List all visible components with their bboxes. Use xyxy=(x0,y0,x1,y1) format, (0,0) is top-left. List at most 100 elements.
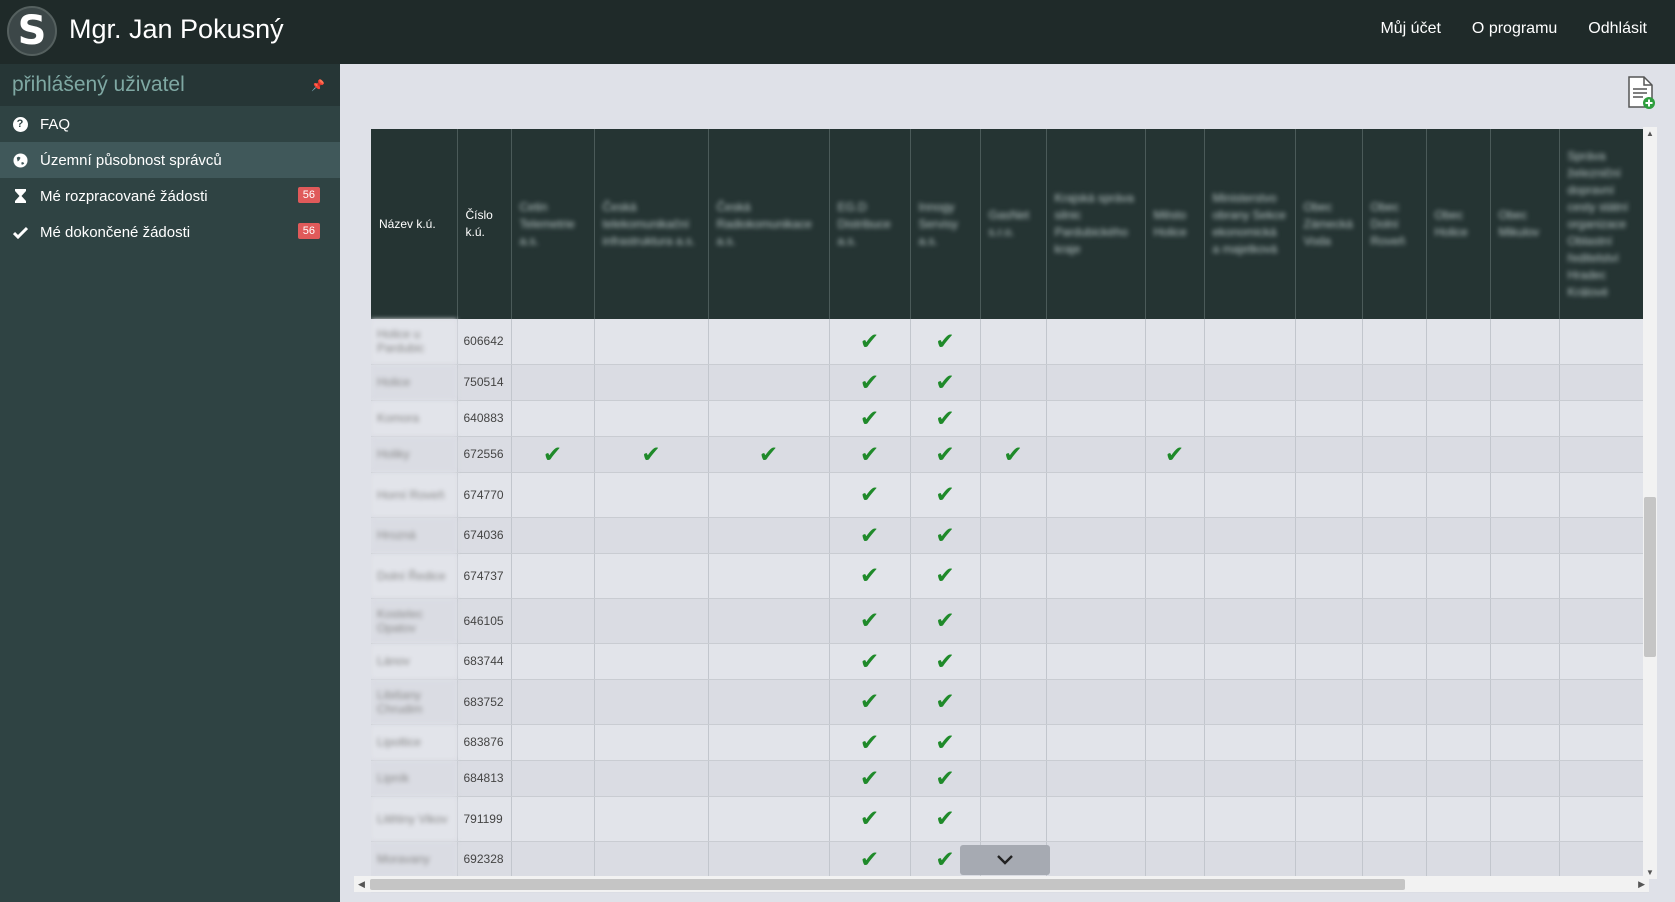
empty-cell xyxy=(594,472,709,518)
checkmark-icon: ✔ xyxy=(708,436,830,473)
empty-cell xyxy=(511,643,595,680)
scroll-down-arrow-icon[interactable]: ▼ xyxy=(1646,868,1654,877)
permissions-table: Název k.ú. Číslo k.ú. Cetin Telemetrie a.s… xyxy=(371,129,1649,878)
app-logo[interactable]: S xyxy=(7,6,57,56)
sidebar-item-dokoncene[interactable]: Mé dokončené žádosti 56 xyxy=(0,214,340,250)
sidebar-item-rozpracovane[interactable]: Mé rozpracované žádosti 56 xyxy=(0,178,340,214)
empty-cell xyxy=(1295,679,1363,725)
table-row[interactable]: Libišany Chrudim 683752 ✔ ✔ xyxy=(371,679,1649,725)
cadastral-code-cell: 674036 xyxy=(457,517,512,554)
empty-cell xyxy=(594,364,709,401)
empty-cell xyxy=(1046,319,1146,365)
empty-cell xyxy=(511,472,595,518)
empty-cell xyxy=(1145,400,1205,437)
column-header-label: EG.D Distribuce a.s. xyxy=(837,199,891,248)
vertical-scrollbar[interactable]: ▲ ▼ xyxy=(1643,127,1657,879)
empty-cell xyxy=(1145,319,1205,365)
sidebar-item-label: Mé rozpracované žádosti xyxy=(40,187,208,205)
checkmark-icon: ✔ xyxy=(829,436,911,473)
sidebar-item-faq[interactable]: ? FAQ xyxy=(0,106,340,142)
empty-cell xyxy=(594,553,709,599)
my-account-link[interactable]: Můj účet xyxy=(1380,20,1441,37)
empty-cell xyxy=(708,400,830,437)
checkmark-icon: ✔ xyxy=(829,796,911,842)
pin-icon[interactable]: 📌 xyxy=(311,79,325,92)
cadastral-name-cell: Lipoltice xyxy=(371,724,458,761)
logout-link[interactable]: Odhlásit xyxy=(1588,20,1647,37)
column-header-label: Obec Zámecká Voda xyxy=(1303,199,1353,248)
empty-cell xyxy=(511,400,595,437)
empty-cell xyxy=(1204,472,1296,518)
empty-cell xyxy=(980,796,1047,842)
checkmark-icon: ✔ xyxy=(980,436,1047,473)
empty-cell xyxy=(594,760,709,797)
empty-cell xyxy=(1295,553,1363,599)
checkmark-icon: ✔ xyxy=(910,472,981,518)
empty-cell xyxy=(1559,679,1649,725)
empty-cell xyxy=(511,517,595,554)
check-icon xyxy=(12,224,28,240)
table-row[interactable]: Hrozná 674036 ✔ ✔ xyxy=(371,517,1649,554)
empty-cell xyxy=(1362,796,1427,842)
add-document-icon[interactable] xyxy=(1627,76,1655,110)
table-row[interactable]: Litětiny Vikov 791199 ✔ ✔ xyxy=(371,796,1649,842)
empty-cell xyxy=(1295,796,1363,842)
table-row[interactable]: Kostelec Opatov 646105 ✔ ✔ xyxy=(371,598,1649,644)
empty-cell xyxy=(1362,436,1427,473)
scroll-up-arrow-icon[interactable]: ▲ xyxy=(1646,129,1654,138)
checkmark-icon: ✔ xyxy=(829,679,911,725)
scroll-down-button[interactable] xyxy=(960,845,1050,875)
cadastral-code-cell: 684813 xyxy=(457,760,512,797)
table-row[interactable]: Komora 640883 ✔ ✔ xyxy=(371,400,1649,437)
table-header-row: Název k.ú. Číslo k.ú. Cetin Telemetrie a.s… xyxy=(371,129,1649,319)
about-link[interactable]: O programu xyxy=(1471,20,1558,37)
empty-cell xyxy=(1295,436,1363,473)
empty-cell xyxy=(1295,364,1363,401)
scroll-left-arrow-icon[interactable]: ◀ xyxy=(358,879,365,889)
empty-cell xyxy=(1295,841,1363,878)
empty-cell xyxy=(708,598,830,644)
table-row[interactable]: Dolní Ředice 674737 ✔ ✔ xyxy=(371,553,1649,599)
empty-cell xyxy=(1295,643,1363,680)
table-row[interactable]: Horní Roveň 674770 ✔ ✔ xyxy=(371,472,1649,518)
empty-cell xyxy=(1362,319,1427,365)
empty-cell xyxy=(1046,643,1146,680)
table-row[interactable]: Holice u Pardubic 606642 ✔ ✔ xyxy=(371,319,1649,365)
empty-cell xyxy=(980,760,1047,797)
table-row[interactable]: Lánov 683744 ✔ ✔ xyxy=(371,643,1649,680)
empty-cell xyxy=(708,643,830,680)
empty-cell xyxy=(1559,436,1649,473)
table-row[interactable]: Lipoltice 683876 ✔ ✔ xyxy=(371,724,1649,761)
empty-cell xyxy=(1362,472,1427,518)
empty-cell xyxy=(1559,319,1649,365)
column-header-label: Cetin Telemetrie a.s. xyxy=(519,199,575,248)
cadastral-code-cell: 692328 xyxy=(457,841,512,878)
empty-cell xyxy=(708,760,830,797)
table-row[interactable]: Holice 750514 ✔ ✔ xyxy=(371,364,1649,401)
permissions-table-container[interactable]: Název k.ú. Číslo k.ú. Cetin Telemetrie a.s… xyxy=(371,129,1649,893)
empty-cell xyxy=(1145,679,1205,725)
cadastral-code-cell: 646105 xyxy=(457,598,512,644)
empty-cell xyxy=(1204,553,1296,599)
cadastral-name-cell: Lipník xyxy=(371,760,458,797)
table-row[interactable]: Holiky 672556 ✔ ✔ ✔ ✔ ✔ ✔ ✔ xyxy=(371,436,1649,473)
column-header-label: Krajská správa silnic Pardubického kraje xyxy=(1054,191,1134,256)
empty-cell xyxy=(511,679,595,725)
column-header-label: Obec Holice xyxy=(1434,208,1468,239)
sidebar-item-uzemni-pusobnost[interactable]: Územní působnost správců xyxy=(0,142,340,178)
table-row[interactable]: Lipník 684813 ✔ ✔ xyxy=(371,760,1649,797)
empty-cell xyxy=(1559,841,1649,878)
top-bar: S Mgr. Jan Pokusný Můj účet O programu O… xyxy=(0,0,1675,64)
cadastral-code-cell: 606642 xyxy=(457,319,512,365)
empty-cell xyxy=(1559,796,1649,842)
empty-cell xyxy=(1426,364,1491,401)
checkmark-icon: ✔ xyxy=(910,517,981,554)
horizontal-scrollbar[interactable]: ◀ ▶ xyxy=(354,876,1649,892)
horizontal-scroll-thumb[interactable] xyxy=(370,879,1405,890)
empty-cell xyxy=(1362,598,1427,644)
vertical-scroll-thumb[interactable] xyxy=(1644,497,1656,657)
empty-cell xyxy=(1426,760,1491,797)
empty-cell xyxy=(1559,553,1649,599)
column-header: Správa železniční dopravní cesty státní … xyxy=(1559,129,1649,319)
scroll-right-arrow-icon[interactable]: ▶ xyxy=(1638,879,1645,889)
